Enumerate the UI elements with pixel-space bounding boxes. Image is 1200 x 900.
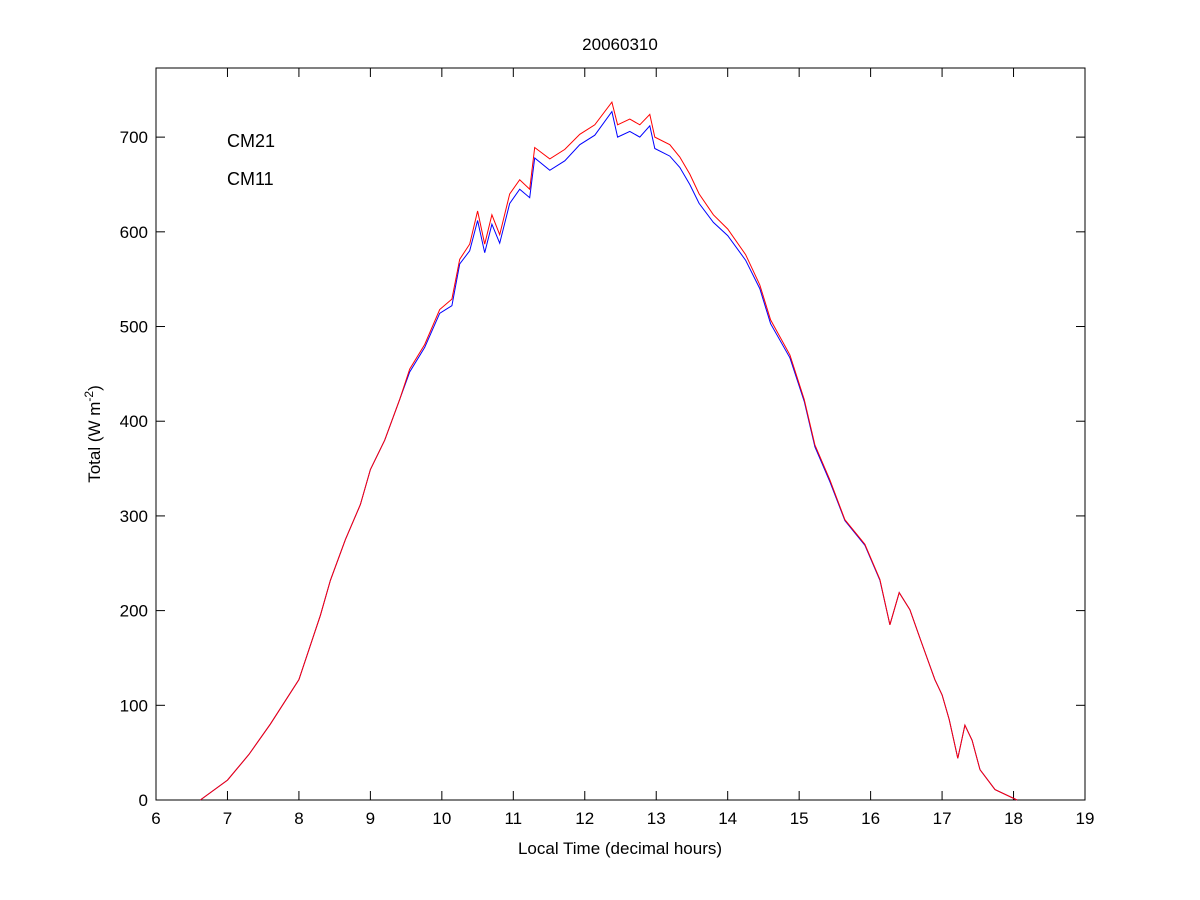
y-tick-label: 500 <box>120 318 148 337</box>
y-tick-label: 0 <box>139 791 148 810</box>
y-tick-label: 300 <box>120 507 148 526</box>
series-line-cm11 <box>200 100 1018 801</box>
x-tick-label: 12 <box>575 809 594 828</box>
y-axis-label-sup: -2 <box>82 391 96 402</box>
x-tick-label: 7 <box>223 809 232 828</box>
x-tick-label: 15 <box>790 809 809 828</box>
y-tick-label: 100 <box>120 696 148 715</box>
x-tick-label: 10 <box>432 809 451 828</box>
y-tick-label: 700 <box>120 128 148 147</box>
y-tick-label: 400 <box>120 412 148 431</box>
x-tick-label: 13 <box>647 809 666 828</box>
y-tick-label: 200 <box>120 602 148 621</box>
x-tick-label: 14 <box>718 809 737 828</box>
axis-ticks: 6 7 8 9 10 11 12 13 14 15 16 17 18 19 0 100 200 300 400 500… <box>120 68 1095 828</box>
plot-area <box>155 67 1086 801</box>
y-axis-label: Total (W m-2) <box>82 385 104 483</box>
y-axis-label-main: Total (W m <box>85 402 104 483</box>
y-axis-label-end: ) <box>85 385 104 391</box>
x-tick-label: 6 <box>151 809 160 828</box>
x-tick-label: 18 <box>1004 809 1023 828</box>
x-tick-label: 19 <box>1076 809 1095 828</box>
x-tick-label: 17 <box>933 809 952 828</box>
chart-title: 20060310 <box>582 35 658 54</box>
x-tick-label: 16 <box>861 809 880 828</box>
legend-entry-cm11: CM11 <box>227 169 274 189</box>
x-tick-label: 9 <box>366 809 375 828</box>
x-tick-label: 11 <box>504 809 522 828</box>
legend-entry-cm21: CM21 <box>227 131 275 151</box>
y-tick-label: 600 <box>120 223 148 242</box>
x-tick-label: 8 <box>294 809 303 828</box>
series-lines <box>200 100 1018 801</box>
x-axis-label: Local Time (decimal hours) <box>518 839 722 858</box>
